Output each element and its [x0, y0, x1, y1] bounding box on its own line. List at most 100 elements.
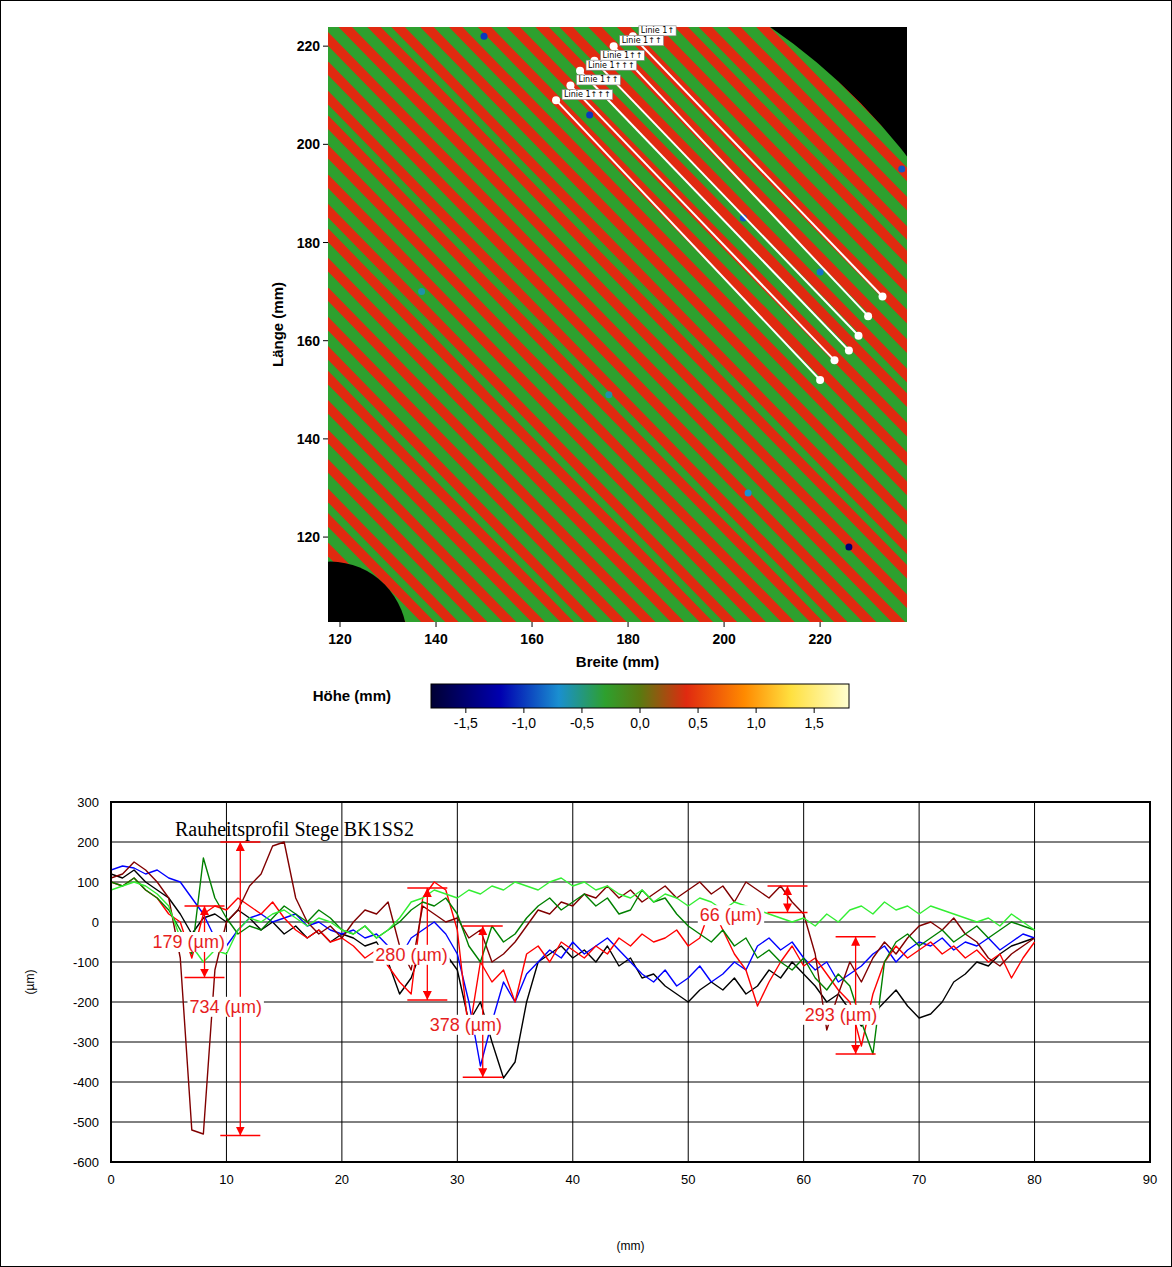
y-grid-line: [111, 1042, 1150, 1043]
x-tick-label: 220: [808, 631, 832, 647]
spot: [898, 165, 905, 172]
label-patch: [698, 905, 764, 925]
dimension-text: 734 (µm): [190, 997, 262, 1017]
y-grid-line: [111, 1122, 1150, 1123]
line-label-text: Linie 1↑↑: [602, 51, 642, 60]
y-tick-label: 200: [77, 835, 99, 850]
line-label-text: Linie 1↑: [641, 26, 674, 35]
y-axis-title: Länge (mm): [269, 282, 286, 367]
line-end: [576, 67, 584, 75]
colorbar-tick: [640, 708, 641, 713]
x-tick-label: 30: [450, 1172, 464, 1187]
line-label: Linie 1↑↑↑: [562, 90, 613, 100]
colorbar-tick-label: 1,5: [804, 715, 824, 731]
spot: [605, 391, 612, 398]
colorbar-tick-label: -1,0: [512, 715, 536, 731]
line-label: Linie 1↑↑: [620, 36, 664, 46]
x-grid-line: [341, 802, 342, 1162]
spot: [418, 288, 425, 295]
dimension-text: 378 (µm): [430, 1015, 502, 1035]
x-tick: [820, 622, 821, 627]
label-patch: [151, 932, 227, 952]
line-label-text: Linie 1↑↑: [578, 75, 618, 84]
colorbar-tick: [814, 708, 815, 713]
line-label: Linie 1↑↑↑: [586, 60, 637, 70]
map-area: [328, 27, 907, 622]
y-tick-label: 120: [297, 529, 321, 545]
plot-frame: [111, 802, 1150, 1162]
dimension-arrow: [787, 886, 788, 912]
x-grid-line: [226, 802, 227, 1162]
dimension-bar: [768, 912, 808, 914]
hole: [328, 562, 407, 622]
x-grid-line: [803, 802, 804, 1162]
line-label-box: [620, 36, 664, 46]
x-tick-label: 70: [912, 1172, 926, 1187]
ridge: [328, 27, 907, 622]
line-end: [845, 347, 853, 355]
y-tick-label: 0: [92, 915, 99, 930]
y-tick: [323, 46, 328, 47]
colorbar-tick: [698, 708, 699, 713]
dimension-bar: [836, 1053, 876, 1055]
y-tick-label: -400: [73, 1075, 99, 1090]
colorbar-tick: [756, 708, 757, 713]
colorbar-tick-label: -1,5: [454, 715, 478, 731]
x-tick-label: 80: [1027, 1172, 1041, 1187]
line-label-box: [639, 26, 676, 36]
line-end: [566, 81, 574, 89]
ridge: [328, 27, 907, 622]
x-tick-label: 50: [681, 1172, 695, 1187]
x-tick-label: 10: [219, 1172, 233, 1187]
x-grid-line: [572, 802, 573, 1162]
x-tick: [724, 622, 725, 627]
y-tick-label: 220: [297, 38, 321, 54]
y-tick-label: 180: [297, 235, 321, 251]
series-area: [111, 842, 1035, 1134]
colorbar-title: Höhe (mm): [313, 687, 391, 704]
line-label: Linie 1↑↑: [576, 75, 620, 85]
y-grid-line: [111, 1082, 1150, 1083]
y-tick-label: -300: [73, 1035, 99, 1050]
y-tick: [323, 144, 328, 145]
y-tick-label: 200: [297, 136, 321, 152]
colorbar-tick: [581, 708, 582, 713]
dimension-arrow: [240, 842, 241, 1136]
profile-line: [633, 36, 883, 296]
ridge: [328, 27, 907, 622]
spot: [481, 33, 488, 40]
dimension-bar: [836, 936, 876, 938]
spot: [586, 111, 593, 118]
outside-sample: [328, 27, 907, 622]
y-tick-label: -500: [73, 1115, 99, 1130]
line-label-text: Linie 1↑↑: [622, 36, 662, 45]
y-tick-label: -600: [73, 1155, 99, 1170]
colorbar-tick-label: 0,5: [688, 715, 708, 731]
line-end: [816, 376, 824, 384]
y-grid-line: [111, 842, 1150, 843]
x-tick: [436, 622, 437, 627]
dimension-label: 378 (µm): [428, 1015, 504, 1035]
figure: Linie 1↑Linie 1↑↑Linie 1↑↑Linie 1↑↑↑Lini…: [0, 0, 1172, 1267]
x-tick-label: 0: [107, 1172, 114, 1187]
line-end: [855, 332, 863, 340]
x-tick-label: 160: [520, 631, 544, 647]
line-label-box: [576, 75, 620, 85]
y-grid-line: [111, 1002, 1150, 1003]
colorbar: [431, 684, 849, 708]
line-end: [610, 42, 618, 50]
y-tick-label: 300: [77, 795, 99, 810]
dimension-bar: [220, 841, 260, 843]
dimension-label: 179 (µm): [151, 932, 227, 952]
y-tick: [323, 537, 328, 538]
line-end: [552, 96, 560, 104]
colorbar-tick-label: 1,0: [746, 715, 766, 731]
dimension-text: 280 (µm): [375, 945, 447, 965]
x-grid-line: [457, 802, 458, 1162]
line-label-text: Linie 1↑↑↑: [588, 61, 635, 70]
dimension-label: 734 (µm): [188, 997, 264, 1017]
y-tick-label: 160: [297, 333, 321, 349]
x-grid-line: [688, 802, 689, 1162]
dimension-bar: [185, 977, 225, 979]
dimension-text: 179 (µm): [153, 932, 225, 952]
